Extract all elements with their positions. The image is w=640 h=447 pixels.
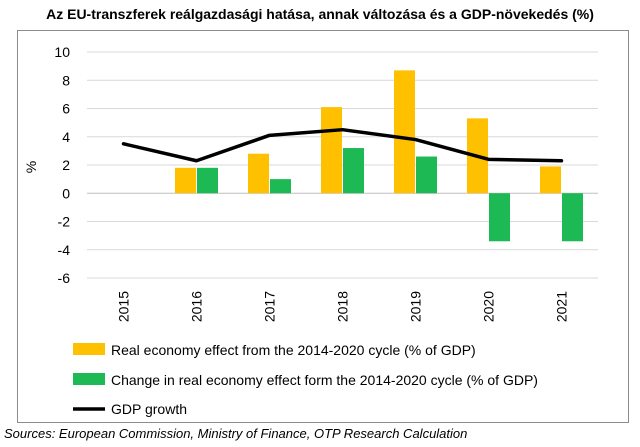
legend: Real economy effect from the 2014-2020 c… — [73, 342, 538, 417]
y-tick-label: -2 — [58, 214, 71, 230]
y-tick-label: 10 — [54, 44, 70, 60]
bar-real-economy-2016 — [175, 167, 196, 194]
x-tick-label: 2020 — [481, 291, 497, 322]
bar-change-2020 — [489, 193, 510, 242]
bar-real-economy-2018 — [321, 107, 342, 194]
source-note: Sources: European Commission, Ministry o… — [4, 426, 468, 441]
legend-label: Real economy effect from the 2014-2020 c… — [111, 342, 476, 358]
bar-real-economy-2021 — [540, 166, 561, 194]
y-tick-label: 6 — [62, 101, 70, 117]
legend-label: GDP growth — [111, 401, 187, 417]
bar-change-2021 — [562, 193, 583, 242]
x-tick-label: 2019 — [408, 291, 424, 322]
y-tick-labels: 10 8 6 4 2 0 -2 -4 -6 — [54, 44, 70, 286]
y-tick-label: 2 — [62, 157, 70, 173]
bar-real-economy-2017 — [248, 153, 269, 194]
chart-frame — [17, 30, 629, 423]
legend-swatch-change — [73, 373, 105, 385]
bar-real-economy-2019 — [394, 70, 415, 194]
y-tick-label: 8 — [62, 72, 70, 88]
y-tick-label: -6 — [58, 270, 71, 286]
bar-change-2016 — [197, 167, 218, 194]
gdp-line — [121, 127, 564, 163]
y-axis-label: % — [23, 161, 39, 173]
chart-title: Az EU-transzferek reálgazdasági hatása, … — [46, 6, 594, 22]
gridlines — [87, 51, 598, 279]
y-tick-label: -4 — [58, 242, 71, 258]
legend-swatch-real-economy — [73, 343, 105, 355]
bar-change-2019 — [416, 156, 437, 194]
legend-label: Change in real economy effect form the 2… — [111, 372, 538, 388]
x-tick-label: 2016 — [189, 291, 205, 322]
x-tick-label: 2021 — [554, 291, 570, 322]
y-tick-label: 4 — [62, 129, 70, 145]
bar-change-2018 — [343, 148, 364, 194]
x-tick-labels: 2015 2016 2017 2018 2019 2020 2021 — [116, 291, 570, 322]
x-tick-label: 2017 — [262, 291, 278, 322]
bars — [175, 70, 583, 242]
gdp-growth-line — [121, 127, 564, 163]
bar-change-2017 — [270, 179, 291, 194]
x-tick-label: 2018 — [335, 291, 351, 322]
y-tick-label: 0 — [62, 185, 70, 201]
x-tick-label: 2015 — [116, 291, 132, 322]
